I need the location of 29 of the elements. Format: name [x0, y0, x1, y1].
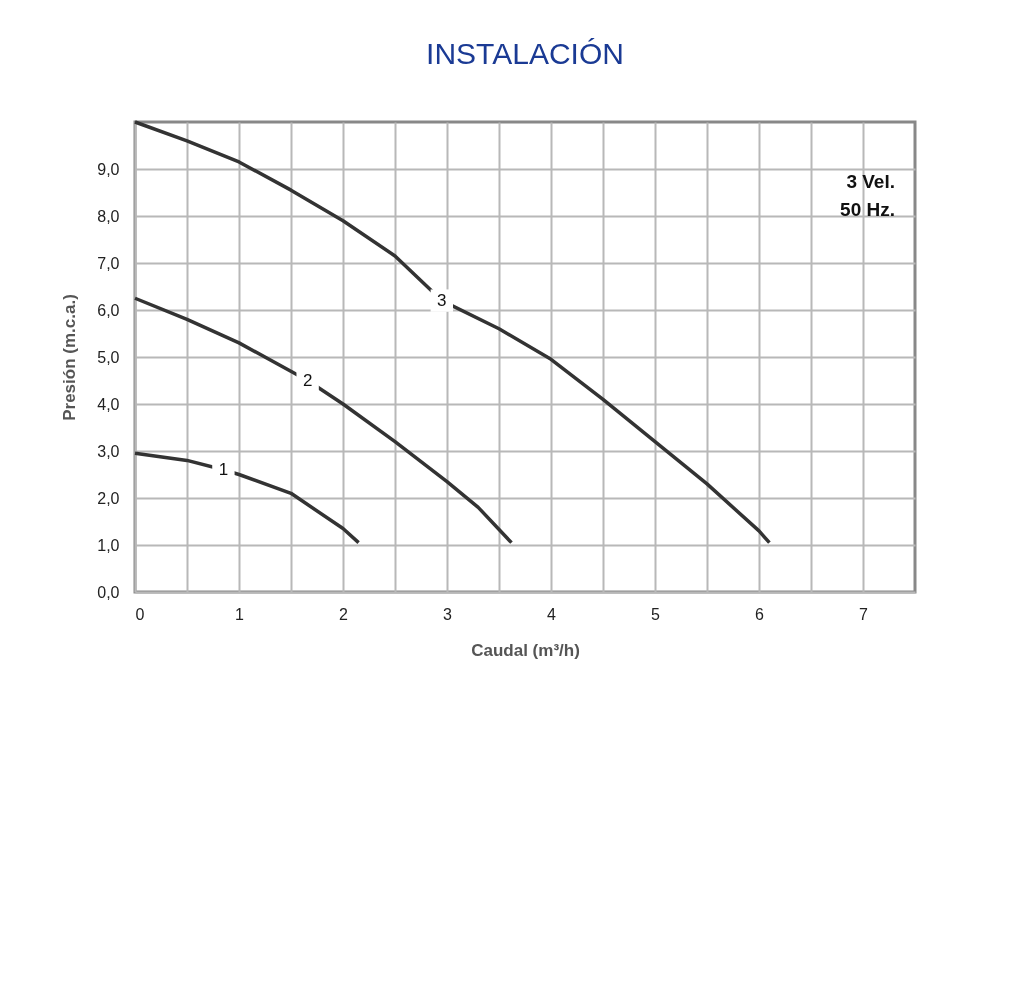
x-tick-label: 1 [235, 605, 245, 623]
y-tick-label: 1,0 [97, 536, 120, 554]
line-series [133, 296, 514, 545]
x-tick-label: 4 [547, 605, 557, 623]
y-tick-label: 8,0 [97, 207, 120, 225]
y-axis-title: Presión (m.c.a.) [60, 294, 80, 421]
line-series [133, 120, 772, 545]
y-tick-label: 7,0 [97, 254, 120, 272]
y-tick-label: 0,0 [97, 583, 120, 601]
y-tick-label: 2,0 [97, 489, 120, 507]
y-tick-label: 6,0 [97, 301, 120, 319]
y-tick-label: 9,0 [97, 160, 120, 178]
series-label: 1 [218, 459, 229, 479]
x-tick-label: 2 [339, 605, 349, 623]
x-tick-label: 7 [859, 605, 869, 623]
series-label: 2 [302, 370, 313, 390]
y-tick-label: 5,0 [97, 348, 120, 366]
y-tick-label: 3,0 [97, 442, 120, 460]
series-label: 3 [437, 290, 447, 310]
x-tick-label: 6 [755, 605, 765, 623]
annotation: 50 Hz. [840, 199, 895, 220]
x-tick-label: 0 [135, 605, 145, 623]
line-series [133, 451, 361, 545]
x-axis-title: Caudal (m³/h) [471, 640, 580, 660]
y-tick-label: 4,0 [97, 395, 120, 413]
x-tick-label: 3 [443, 605, 453, 623]
annotation: 3 Vel. [846, 171, 895, 192]
x-tick-label: 5 [651, 605, 661, 623]
chart-title: INSTALACIÓN [426, 37, 624, 71]
